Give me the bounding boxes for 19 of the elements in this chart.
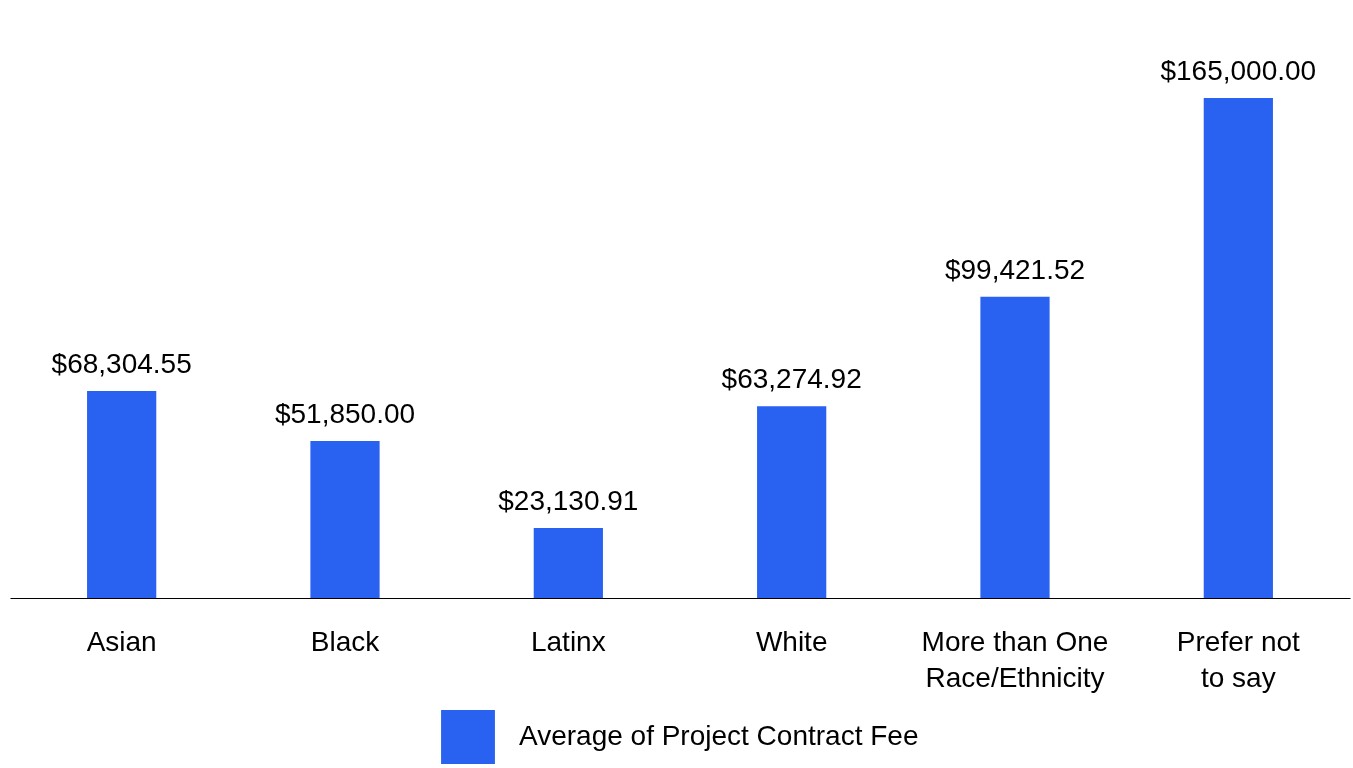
bar — [1203, 98, 1273, 598]
x-tick-label: Prefer not to say — [1176, 625, 1301, 693]
x-tick-label: Black — [310, 625, 381, 657]
bar — [87, 391, 157, 598]
bar — [310, 440, 380, 598]
bar — [757, 406, 827, 598]
data-label: $68,304.55 — [51, 348, 192, 380]
data-label: $51,850.00 — [274, 397, 416, 429]
data-label: $165,000.00 — [1160, 55, 1317, 86]
x-tick-label: More than One Race/Ethnicity — [921, 625, 1109, 693]
x-tick-label: White — [755, 625, 828, 657]
x-tick-label: Asian — [86, 625, 157, 657]
data-label: $63,274.92 — [721, 363, 862, 395]
data-label: $23,130.91 — [498, 484, 639, 516]
bar — [980, 296, 1050, 598]
bar — [533, 527, 603, 598]
x-tick-label: Latinx — [530, 625, 606, 657]
legend-label: Average of Project Contract Fee — [519, 720, 919, 751]
data-label: $99,421.52 — [944, 253, 1086, 285]
